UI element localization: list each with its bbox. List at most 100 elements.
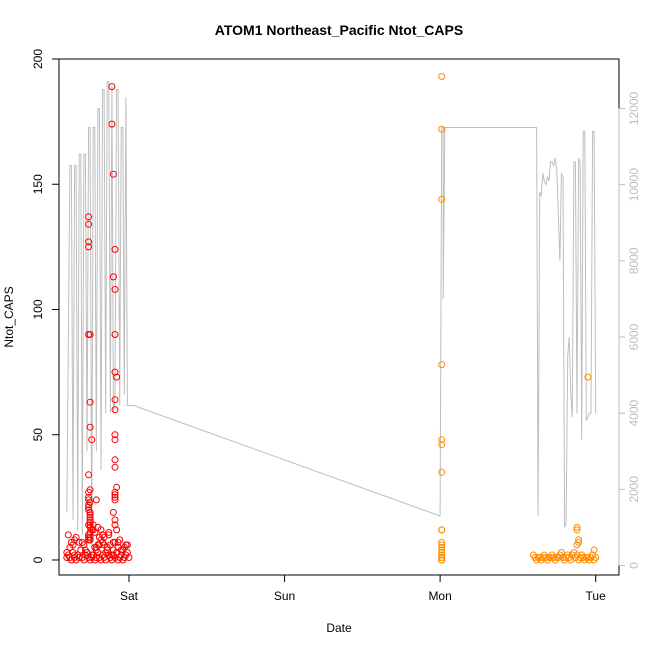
series-1-point — [86, 521, 94, 529]
series-1-point — [114, 538, 122, 546]
series-1-point — [111, 488, 119, 496]
series-1-point — [86, 511, 94, 519]
series-1-point — [111, 521, 119, 529]
series-1-point — [97, 526, 105, 534]
series-2-point — [438, 441, 446, 449]
series-2-point — [438, 551, 446, 559]
series-1-point — [85, 213, 93, 221]
y-tick-label: 50 — [31, 428, 45, 442]
series-2-point — [438, 468, 446, 476]
series-1-point — [111, 406, 119, 414]
y-tick-label: 0 — [31, 556, 45, 563]
series-1-point — [85, 243, 93, 251]
series-1-point — [86, 486, 94, 494]
series-1-point — [92, 546, 100, 554]
series-2-point — [438, 554, 446, 561]
series-1-point — [111, 436, 119, 444]
series-2-point — [592, 554, 600, 561]
series-1-point — [123, 541, 131, 549]
series-1-point — [86, 331, 94, 338]
series-1-point — [85, 471, 93, 479]
series-2-point — [573, 523, 581, 531]
series-2-point — [438, 549, 446, 556]
y2-tick-label: 6000 — [627, 323, 641, 350]
series-2-point — [438, 195, 446, 203]
series-1-point — [111, 456, 119, 464]
series-1-point — [100, 541, 108, 549]
series-2-point — [438, 73, 446, 80]
series-1-point — [85, 503, 93, 511]
x-tick-label: Tue — [586, 589, 607, 603]
series-1-point — [113, 483, 121, 491]
x-tick-label: Mon — [428, 589, 451, 603]
series-1-point — [111, 368, 119, 376]
series-1-point — [86, 513, 94, 521]
series-2-point — [438, 526, 446, 534]
y2-tick-label: 4000 — [627, 399, 641, 426]
y-axis-label: Ntot_CAPS — [2, 286, 16, 347]
y-tick-label: 200 — [31, 49, 45, 69]
x-tick-label: Sat — [120, 589, 139, 603]
series-1-point — [102, 549, 110, 556]
series-1-point — [108, 120, 116, 128]
series-1-point — [85, 493, 93, 501]
series-2-point — [438, 543, 446, 551]
series-1-point — [71, 551, 79, 559]
series-2-point — [438, 556, 446, 564]
series-2-point — [438, 361, 446, 369]
series-1-point — [109, 273, 117, 281]
x-tick-label: Sun — [274, 589, 295, 603]
series-1-point — [111, 285, 119, 293]
series-2-point — [573, 526, 581, 534]
series-1-point — [109, 170, 117, 178]
series-1-point — [109, 508, 117, 516]
chart-title: ATOM1 Northeast_Pacific Ntot_CAPS — [215, 22, 463, 38]
series-2-point — [438, 125, 446, 133]
series-1-point — [111, 396, 119, 404]
series-1-point — [105, 528, 113, 536]
series-1-point — [92, 496, 100, 504]
y2-tick-label: 8000 — [627, 247, 641, 274]
series-1-point — [119, 546, 127, 554]
series-1-point — [111, 331, 119, 338]
series-1-point — [92, 543, 100, 551]
series-1-point — [91, 528, 99, 536]
y-tick-label: 100 — [31, 299, 45, 319]
series-1-point — [71, 536, 79, 544]
series-1-point — [85, 238, 93, 246]
series-2-point — [590, 546, 598, 554]
series-2-point — [438, 541, 446, 549]
series-1-point — [80, 541, 88, 549]
series-1-point — [111, 516, 119, 524]
series-2-point — [557, 549, 565, 556]
series-2-point — [438, 436, 446, 444]
secondary-series-line — [66, 81, 597, 547]
series-1-point — [113, 526, 121, 534]
series-2-point — [438, 546, 446, 554]
series-1-point — [109, 546, 117, 554]
series-2-point — [573, 541, 581, 549]
series-2-point — [584, 373, 592, 381]
plot-layer — [63, 73, 600, 564]
series-1-point — [77, 546, 85, 554]
x-axis-label: Date — [326, 621, 352, 635]
y2-tick-label: 2000 — [627, 476, 641, 503]
series-1-point — [86, 498, 94, 506]
y2-tick-label: 10000 — [627, 168, 641, 202]
series-1-point — [86, 516, 94, 524]
series-1-point — [111, 491, 119, 499]
series-1-point — [99, 531, 107, 539]
series-1-point — [111, 463, 119, 471]
series-1-point — [108, 83, 116, 91]
plot-frame — [58, 58, 620, 576]
series-2-point — [575, 536, 583, 544]
series-1-point — [86, 508, 94, 516]
y2-tick-label: 0 — [627, 562, 641, 569]
series-1-point — [111, 245, 119, 253]
series-1-point — [111, 493, 119, 501]
series-1-point — [64, 531, 72, 539]
series-1-point — [86, 536, 94, 544]
series-1-point — [111, 431, 119, 439]
series-1-point — [88, 436, 96, 444]
